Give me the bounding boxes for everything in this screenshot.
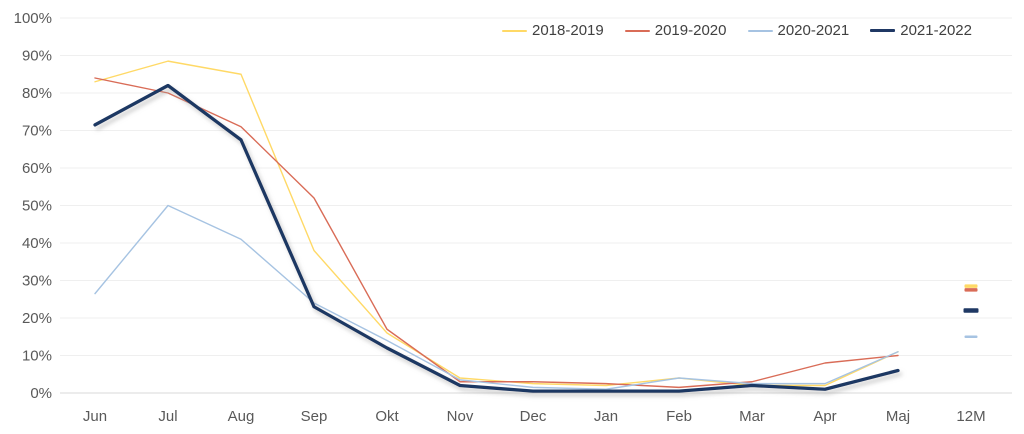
y-axis-tick-labels: 0% 10% 20% 30% 40% 50% 60% 70% 80% 90% 100% [14, 10, 52, 402]
data-series [93, 60, 900, 393]
series-line-2018-2019 [94, 60, 899, 387]
y-tick-label: 40% [22, 235, 52, 252]
series-line-2021-2022 [93, 83, 900, 393]
y-tick-label: 60% [22, 160, 52, 177]
x-tick-label: 12M [956, 408, 985, 425]
y-tick-label: 10% [22, 348, 52, 365]
twelve-month-markers [963, 284, 979, 338]
x-tick-label: Feb [666, 408, 692, 425]
x-tick-label: Apr [813, 408, 836, 425]
y-tick-label: 70% [22, 123, 52, 140]
x-tick-label: Sep [301, 408, 328, 425]
legend-item-2021-2022: 2021-2022 [870, 22, 972, 39]
legend-swatch-2018-2019 [502, 29, 527, 32]
legend-label: 2020-2021 [777, 22, 850, 39]
y-tick-label: 50% [22, 198, 52, 215]
marker-12m-2021-2022 [963, 308, 979, 313]
y-tick-label: 80% [22, 85, 52, 102]
legend-swatch-2019-2020 [624, 29, 650, 32]
x-tick-label: Nov [447, 408, 474, 425]
legend-swatch-2021-2022 [870, 29, 896, 32]
x-tick-label: Aug [228, 408, 255, 425]
y-tick-label: 0% [30, 385, 52, 402]
y-tick-label: 100% [14, 10, 52, 27]
legend-label: 2021-2022 [900, 22, 972, 39]
marker-12m-2020-2021 [964, 335, 978, 338]
x-tick-label: Dec [520, 408, 547, 425]
y-tick-label: 20% [22, 310, 52, 327]
gridlines [60, 17, 1012, 394]
legend-swatch-2020-2021 [747, 29, 773, 32]
x-tick-label: Jul [158, 408, 177, 425]
x-tick-label: Jan [594, 408, 618, 425]
legend-label: 2019-2020 [654, 22, 727, 39]
chart-legend: 2018-2019 2019-2020 2020-2021 2021-2022 [502, 22, 972, 39]
x-tick-label: Mar [739, 408, 765, 425]
series-line-2019-2020 [94, 77, 899, 389]
x-tick-label: Maj [886, 408, 910, 425]
series-line-2020-2021 [94, 204, 899, 390]
x-tick-label: Jun [83, 408, 107, 425]
x-tick-label: Okt [375, 408, 399, 425]
legend-item-2018-2019: 2018-2019 [502, 22, 604, 39]
legend-item-2019-2020: 2019-2020 [624, 22, 727, 39]
x-axis-tick-labels: Jun Jul Aug Sep Okt Nov Dec Jan Feb Mar Apr Maj 12M [83, 408, 986, 425]
y-tick-label: 30% [22, 273, 52, 290]
legend-label: 2018-2019 [532, 22, 604, 39]
legend-item-2020-2021: 2020-2021 [747, 22, 850, 39]
y-tick-label: 90% [22, 48, 52, 65]
marker-12m-2019-2020 [964, 288, 978, 292]
marker-12m-2018-2019 [964, 284, 978, 288]
